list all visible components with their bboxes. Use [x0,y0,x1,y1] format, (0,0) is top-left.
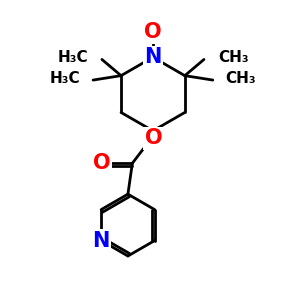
Text: O: O [144,22,162,42]
Text: O: O [145,128,163,148]
Text: O: O [93,153,111,173]
Text: N: N [144,47,162,67]
Text: H₃C: H₃C [50,71,81,86]
Text: H₃C: H₃C [57,50,88,64]
Text: N: N [92,230,110,250]
Text: CH₃: CH₃ [225,71,256,86]
Text: CH₃: CH₃ [218,50,249,64]
